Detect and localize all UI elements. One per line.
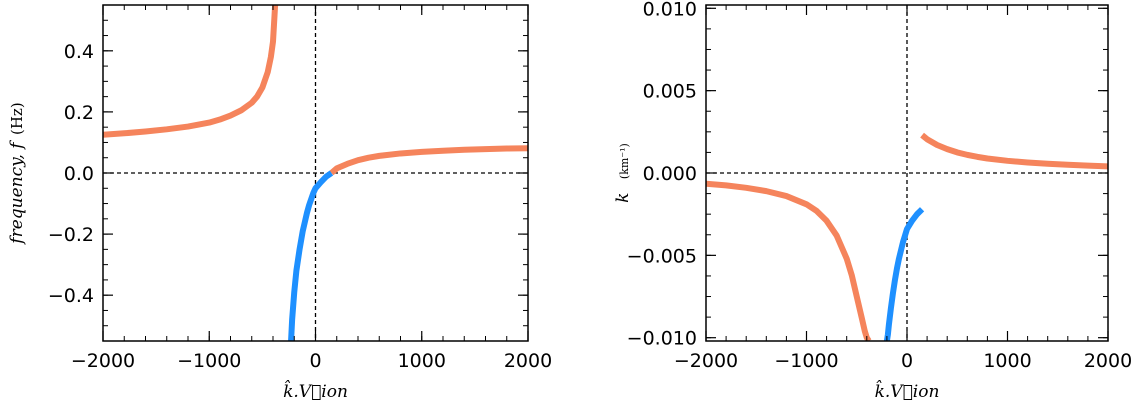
y-tick-label: 0.0 bbox=[64, 163, 94, 185]
y-tick-label: −0.4 bbox=[48, 285, 94, 307]
x-axis-label: k̂.V⃗ion bbox=[875, 380, 940, 402]
x-tick-label: −1000 bbox=[177, 350, 241, 372]
y-tick-label: 0.4 bbox=[64, 41, 94, 63]
y-tick-label: −0.005 bbox=[627, 245, 697, 267]
series-line-0 bbox=[706, 180, 872, 341]
series-line-1 bbox=[329, 145, 528, 176]
x-tick-label: 1000 bbox=[398, 350, 446, 372]
series-line-2 bbox=[883, 207, 925, 341]
y-tick-label: 0.000 bbox=[643, 163, 697, 185]
x-tick-label: 2000 bbox=[1084, 350, 1132, 372]
y-tick-label: −0.010 bbox=[627, 328, 697, 350]
y-tick-label: 0.010 bbox=[643, 0, 697, 20]
y-tick-label: −0.2 bbox=[48, 224, 94, 246]
x-tick-label: −1000 bbox=[774, 350, 838, 372]
x-tick-label: 0 bbox=[309, 350, 321, 372]
left-chart: −2000 −1000 0 1000 2000 −0.4 −0.2 0.0 0.2 0.4 k̂.V… bbox=[7, 4, 552, 402]
y-axis-label: frequency, f (Hz) bbox=[7, 102, 27, 245]
x-axis-label: k̂.V⃗ion bbox=[283, 380, 348, 402]
y-tick-label: 0.2 bbox=[64, 102, 94, 124]
y-axis-label: k (km⁻¹) bbox=[613, 143, 633, 203]
y-tick-label: 0.005 bbox=[643, 81, 697, 103]
series-line-1 bbox=[920, 132, 1108, 170]
series-line-0 bbox=[103, 5, 279, 138]
x-tick-label: −2000 bbox=[71, 350, 135, 372]
right-chart: −2000 −1000 0 1000 2000 −0.010 −0.005 0.000 0.00… bbox=[613, 0, 1132, 402]
x-tick-label: −2000 bbox=[674, 350, 738, 372]
x-tick-label: 2000 bbox=[504, 350, 552, 372]
series-line-2 bbox=[288, 170, 334, 341]
x-tick-label: 1000 bbox=[983, 350, 1031, 372]
x-tick-label: 0 bbox=[901, 350, 913, 372]
